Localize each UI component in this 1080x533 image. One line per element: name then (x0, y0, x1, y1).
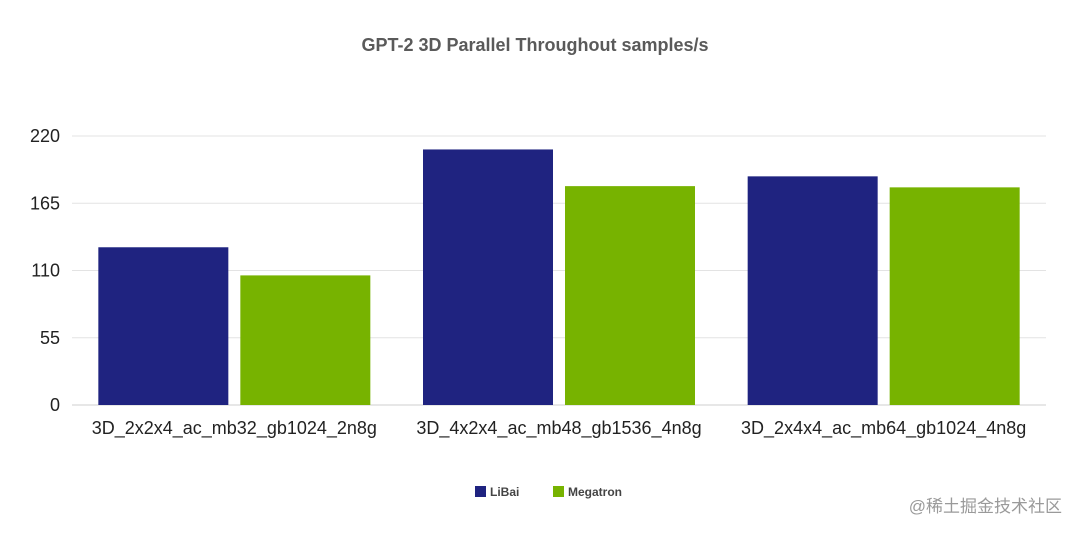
y-tick-label: 165 (30, 193, 60, 213)
bar-libai-1 (98, 247, 229, 405)
legend: LiBai Megatron (475, 485, 622, 499)
bars (98, 149, 1020, 405)
bar-megatron-2 (565, 186, 695, 405)
x-axis-categories: 3D_2x2x4_ac_mb32_gb1024_2n8g 3D_4x2x4_ac_… (92, 418, 1027, 439)
y-tick-label: 110 (31, 261, 60, 281)
x-category-label: 3D_2x4x4_ac_mb64_gb1024_4n8g (741, 418, 1026, 439)
watermark: @稀土掘金技术社区 (909, 497, 1062, 516)
y-tick-label: 55 (40, 328, 60, 348)
x-category-label: 3D_2x2x4_ac_mb32_gb1024_2n8g (92, 418, 377, 439)
bar-libai-2 (423, 149, 553, 405)
x-category-label: 3D_4x2x4_ac_mb48_gb1536_4n8g (416, 418, 701, 439)
bar-megatron-1 (240, 275, 371, 405)
gridlines (72, 135, 1046, 406)
legend-label-libai: LiBai (490, 485, 519, 499)
chart-title: GPT-2 3D Parallel Throughout samples/s (361, 35, 708, 55)
legend-swatch-libai (475, 486, 486, 497)
y-tick-label: 220 (30, 126, 60, 146)
bar-megatron-3 (889, 187, 1020, 405)
bar-libai-3 (747, 176, 878, 405)
legend-label-megatron: Megatron (568, 485, 622, 499)
legend-swatch-megatron (553, 486, 564, 497)
y-tick-label: 0 (50, 395, 60, 415)
y-axis-ticks: 0 55 110 165 220 (30, 126, 60, 415)
